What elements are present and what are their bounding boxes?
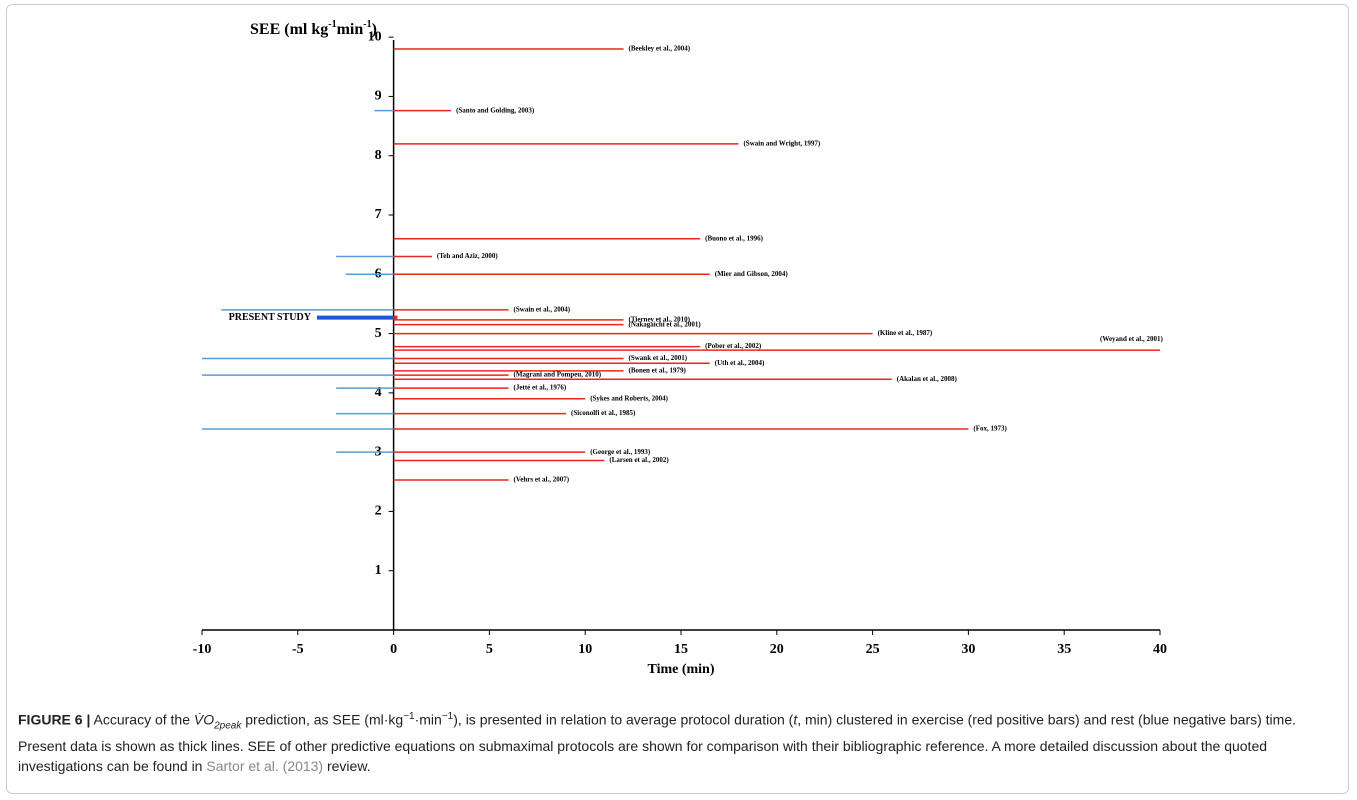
study-label: (Sykes and Roberts, 2004) bbox=[590, 394, 668, 402]
y-title-part: ) bbox=[372, 21, 377, 38]
study-label: (Jetté et al., 1976) bbox=[514, 384, 567, 392]
y-tick-label: 8 bbox=[375, 148, 382, 163]
x-tick-label: 25 bbox=[866, 642, 880, 657]
caption-label: FIGURE 6 | bbox=[18, 711, 91, 728]
y-title-part: SEE (ml kg bbox=[250, 21, 328, 38]
study-label: (Teh and Aziz, 2000) bbox=[437, 252, 498, 260]
present-label: PRESENT STUDY bbox=[229, 312, 312, 323]
study-label: (Akalan et al., 2008) bbox=[897, 375, 958, 383]
x-tick-label: 30 bbox=[961, 642, 975, 657]
study-label: (Swain and Wright, 1997) bbox=[743, 139, 820, 147]
caption: FIGURE 6 | Accuracy of the V̇O2peak pred… bbox=[18, 707, 1343, 776]
y-title-part: -1 bbox=[328, 19, 336, 30]
x-tick-label: -10 bbox=[193, 642, 212, 657]
y-tick-label: 10 bbox=[368, 29, 382, 44]
study-label: (Mier and Gibson, 2004) bbox=[715, 270, 789, 278]
caption-text: 2peak bbox=[214, 720, 242, 732]
study-label: (Vehrs et al., 2007) bbox=[514, 476, 570, 484]
study-label: (Larsen et al., 2002) bbox=[609, 456, 669, 464]
y-title-part: -1 bbox=[363, 19, 371, 30]
y-tick-label: 4 bbox=[375, 385, 382, 400]
caption-text: Accuracy of the bbox=[90, 711, 194, 728]
caption-text: V̇O bbox=[193, 711, 215, 728]
study-label: (Swank et al., 2001) bbox=[629, 354, 688, 362]
x-tick-label: 35 bbox=[1057, 642, 1071, 657]
x-tick-label: 5 bbox=[486, 642, 493, 657]
y-tick-label: 9 bbox=[375, 89, 382, 104]
y-title-part: min bbox=[337, 21, 364, 38]
study-label: (Tierney et al., 2010) bbox=[629, 316, 691, 324]
y-tick-label: 1 bbox=[375, 563, 382, 578]
caption-text: t bbox=[793, 711, 798, 728]
study-label: (George et al., 1993) bbox=[590, 448, 651, 456]
x-tick-label: 0 bbox=[390, 642, 397, 657]
study-label: (Pober et al., 2002) bbox=[705, 342, 762, 350]
study-label: (Weyand et al., 2001) bbox=[1100, 335, 1163, 343]
study-label: (Buono et al., 1996) bbox=[705, 234, 763, 242]
x-title: Time (min) bbox=[647, 662, 714, 677]
study-label: (Siconolfi et al., 1985) bbox=[571, 409, 636, 417]
study-label: (Bonen et al., 1979) bbox=[629, 367, 687, 375]
caption-text: review. bbox=[323, 758, 371, 775]
caption-text: ·min bbox=[414, 711, 442, 728]
study-label: (Beekley et al., 2004) bbox=[629, 45, 691, 53]
x-tick-label: 15 bbox=[674, 642, 688, 657]
chart: SEE (ml kg-1min-1) Time (min) -10 -5 0 5 10 1… bbox=[193, 19, 1167, 677]
y-title: SEE (ml kg-1min-1) bbox=[250, 19, 377, 37]
caption-text: ), is presented in relation to average p… bbox=[453, 711, 794, 728]
study-label: (Swain et al., 2004) bbox=[514, 305, 571, 313]
x-tick-label: -5 bbox=[292, 642, 304, 657]
study-label: (Nakagaichi et al., 2001) bbox=[629, 320, 702, 328]
y-tick-label: 5 bbox=[375, 326, 382, 341]
study-label: (Fox, 1973) bbox=[973, 425, 1007, 433]
y-tick-label: 7 bbox=[375, 207, 382, 222]
x-tick-label: 20 bbox=[770, 642, 784, 657]
study-label: (Kline et al., 1987) bbox=[878, 329, 933, 337]
x-tick-label: 10 bbox=[578, 642, 592, 657]
study-label: (Santo and Golding, 2003) bbox=[456, 106, 535, 114]
y-tick-label: 2 bbox=[375, 504, 382, 519]
caption-link: Sartor et al. (2013) bbox=[206, 758, 324, 775]
caption-text: prediction, as SEE (ml·kg bbox=[241, 711, 404, 728]
caption-text: −1 bbox=[403, 711, 415, 722]
figure-frame bbox=[6, 4, 1349, 794]
study-label: (Magrani and Pompeu, 2010) bbox=[514, 371, 602, 379]
caption-text: −1 bbox=[441, 711, 454, 722]
x-tick-label: 40 bbox=[1153, 642, 1167, 657]
caption-text: , min) clustered in exercise (red positi… bbox=[18, 711, 1296, 775]
study-label: (Uth et al., 2004) bbox=[715, 359, 765, 367]
